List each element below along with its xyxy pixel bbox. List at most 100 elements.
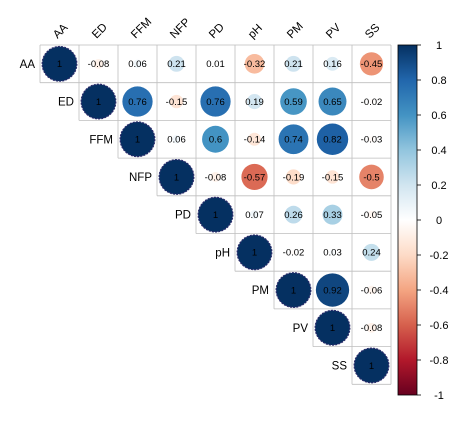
coefficient-label-FFM-SS: -0.03	[361, 135, 383, 146]
coefficient-label-AA-ED: -0.08	[88, 59, 110, 70]
colorbar-tick-label: 0.2	[431, 180, 446, 192]
coefficient-label-ED-NFP: -0.15	[166, 97, 188, 108]
colorbar-tick-label: 0.4	[431, 145, 446, 157]
column-label-SS: SS	[363, 22, 383, 42]
correlation-circle-FFM-PV	[316, 123, 349, 155]
correlation-circle-FFM-PD	[202, 125, 229, 153]
coefficient-label-PD-PM: 0.26	[284, 210, 303, 221]
correlation-circle-ED-PD	[200, 86, 231, 117]
row-label-ED: ED	[58, 97, 74, 109]
correlation-circle-FFM-PM	[278, 124, 309, 155]
colorbar-ticks: 1 0.8 0.6 0.4 0.2 0 -0.2 -0.4 -0.6 -0.8 -1	[417, 40, 448, 402]
column-label-PM: PM	[285, 20, 306, 41]
coefficient-label-ED-ED: 1	[96, 97, 101, 108]
coefficient-label-NFP-PV: -0.15	[322, 172, 344, 183]
coefficient-label-PV-SS: -0.08	[361, 323, 383, 334]
colorbar-tick-label: -0.6	[430, 320, 449, 332]
correlation-circle-ED-ED	[80, 83, 117, 120]
column-label-NFP: NFP	[168, 16, 193, 41]
coefficient-label-NFP-NFP: 1	[174, 172, 179, 183]
row-label-FFM: FFM	[89, 134, 113, 146]
coefficient-label-FFM-PD: 0.6	[209, 135, 222, 146]
correlation-circle-ED-PM	[280, 88, 307, 115]
row-labels: AA ED FFM NFP PD pH PM PV SS	[20, 59, 348, 373]
coefficient-label-AA-NFP: 0.21	[167, 59, 186, 70]
coefficient-label-PD-SS: -0.05	[361, 210, 383, 221]
coefficient-label-PV-PV: 1	[330, 323, 335, 334]
coefficient-label-AA-PV: 0.16	[323, 59, 342, 70]
coefficient-label-PD-pH: 0.07	[245, 210, 264, 221]
correlation-circle-PD-pH	[249, 210, 260, 220]
colorbar-tick-label: 0.6	[431, 110, 446, 122]
correlation-circle-pH-pH	[236, 234, 273, 271]
coefficient-label-pH-PV: 0.03	[323, 248, 342, 259]
coefficient-label-FFM-PM: 0.74	[284, 135, 303, 146]
column-label-PV: PV	[324, 22, 344, 42]
column-label-PD: PD	[207, 21, 227, 41]
coefficient-label-AA-PD: 0.01	[206, 59, 225, 70]
coefficient-label-pH-PM: -0.02	[283, 248, 305, 259]
coefficient-label-ED-PM: 0.59	[284, 97, 303, 108]
coefficient-label-pH-SS: 0.24	[362, 248, 381, 259]
coefficient-label-NFP-pH: -0.57	[244, 172, 266, 183]
correlation-circle-SS-SS	[353, 347, 390, 384]
column-label-pH: pH	[246, 22, 265, 41]
colorbar-tick-label: 0.8	[431, 75, 446, 87]
coefficient-label-PM-PM: 1	[291, 285, 296, 296]
correlation-circle-FFM-SS	[368, 136, 375, 143]
coefficient-label-PM-PV: 0.92	[323, 285, 342, 296]
coefficient-label-AA-FFM: 0.06	[128, 59, 147, 70]
correlation-circle-PM-PV	[315, 273, 350, 307]
row-label-NFP: NFP	[129, 172, 152, 184]
correlation-circle-NFP-pH	[241, 163, 268, 191]
row-label-pH: pH	[215, 247, 230, 259]
correlation-circle-NFP-PD	[210, 172, 221, 182]
correlation-circle-FFM-pH	[248, 132, 261, 146]
correlation-circle-pH-PV	[329, 249, 336, 256]
row-label-AA: AA	[20, 59, 36, 71]
row-label-PV: PV	[293, 323, 309, 335]
coefficient-label-AA-PM: 0.21	[284, 59, 303, 70]
correlation-circle-AA-PM	[285, 55, 302, 72]
coefficient-label-ED-SS: -0.02	[361, 97, 383, 108]
colorbar-tick-label: -0.2	[430, 250, 449, 262]
column-label-FFM: FFM	[129, 16, 154, 41]
coefficient-label-FFM-PV: 0.82	[323, 135, 342, 146]
correlation-circle-PD-SS	[367, 210, 376, 219]
colorbar-tick-label: 1	[436, 40, 442, 52]
colorbar-tick-label: 0	[436, 215, 442, 227]
coefficient-label-FFM-pH: -0.14	[244, 135, 266, 146]
coefficient-label-NFP-SS: -0.5	[363, 172, 379, 183]
correlation-circle-PD-PV	[322, 204, 343, 225]
correlation-circle-AA-ED	[93, 58, 104, 69]
coefficient-label-ED-PD: 0.76	[206, 97, 225, 108]
coefficient-label-ED-pH: 0.19	[245, 97, 264, 108]
colorbar-tick-label: -0.4	[430, 285, 449, 297]
coefficient-label-FFM-FFM: 1	[135, 135, 140, 146]
correlation-circle-AA-PV	[325, 56, 340, 71]
coefficient-label-PM-SS: -0.06	[361, 285, 383, 296]
correlation-circle-ED-PV	[318, 87, 347, 116]
column-labels: AA ED FFM NFP PD pH PM PV SS	[51, 16, 383, 41]
correlation-circle-AA-SS	[359, 52, 384, 76]
coefficient-label-pH-pH: 1	[252, 248, 257, 259]
coefficient-label-AA-AA: 1	[57, 59, 62, 70]
coefficient-label-ED-PV: 0.65	[323, 97, 342, 108]
colorbar-tick-label: -0.8	[430, 355, 449, 367]
correlation-circle-ED-FFM	[122, 86, 153, 117]
correlation-circle-AA-FFM	[133, 59, 142, 69]
coefficient-label-NFP-PD: -0.08	[205, 172, 227, 183]
coefficient-labels: 1 -0.08 0.06 0.21 0.01 -0.32 0.21 0.16 -0.45 1 0.7…	[57, 59, 382, 372]
correlation-circle-AA-PD	[213, 62, 218, 66]
colorbar-gradient	[397, 44, 418, 396]
correlation-circle-AA-AA	[41, 45, 78, 82]
correlation-circle-NFP-PV	[325, 170, 340, 184]
correlation-circle-PD-PM	[284, 205, 303, 224]
coefficient-label-PD-PD: 1	[213, 210, 218, 221]
correlation-circle-ED-pH	[246, 93, 263, 110]
coefficient-label-FFM-NFP: 0.06	[167, 135, 186, 146]
row-label-PD: PD	[175, 210, 191, 222]
correlation-circle-PM-PM	[275, 272, 312, 308]
correlation-circle-PD-PD	[197, 196, 234, 233]
